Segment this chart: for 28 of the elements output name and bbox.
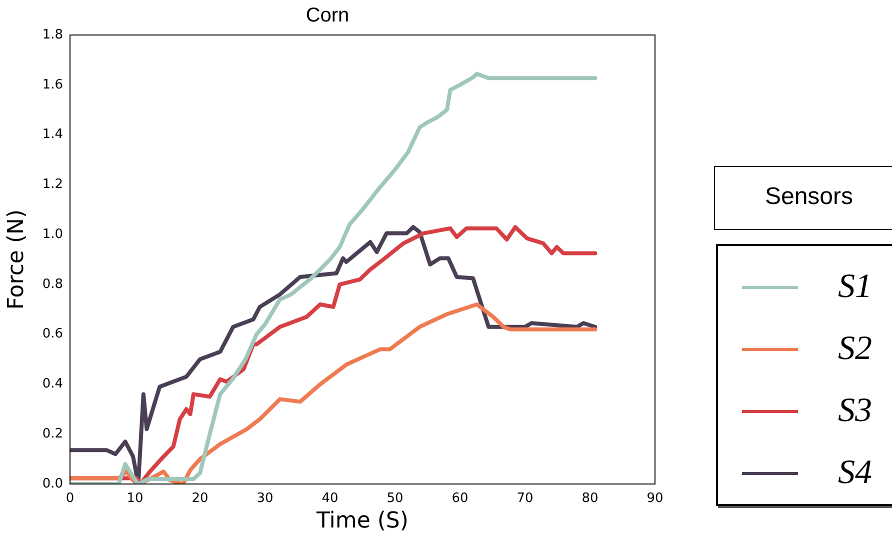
y-tick-label: 0.4: [42, 376, 63, 392]
y-tick-label: 1.2: [42, 177, 63, 192]
x-tick-label: 80: [582, 491, 598, 506]
legend-label: S4: [838, 454, 872, 492]
x-tick-label: 10: [126, 491, 144, 506]
x-tick-label: 70: [516, 491, 534, 506]
y-tick-label: 0.2: [42, 426, 63, 442]
x-tick-label: 60: [452, 491, 468, 506]
x-tick-label: 50: [386, 491, 404, 506]
legend-label: S2: [838, 330, 872, 368]
y-tick-label: 1.8: [42, 27, 63, 42]
y-tick-label: 1.4: [42, 127, 63, 142]
x-tick-label: 40: [322, 491, 338, 506]
chart-title: Corn: [306, 4, 350, 27]
x-axis-title: Time (S): [316, 508, 408, 534]
y-tick-label: 0.0: [42, 476, 63, 492]
legend-title: Sensors: [714, 166, 892, 230]
y-tick-label: 1.0: [42, 226, 63, 242]
legend-label: S3: [838, 392, 872, 430]
y-tick-label: 0.6: [42, 326, 63, 342]
y-tick-label: 0.8: [42, 276, 63, 292]
legend-label: S1: [838, 268, 872, 306]
y-tick-label: 1.6: [42, 77, 63, 92]
x-tick-label: 90: [646, 491, 664, 506]
x-tick-label: 20: [192, 491, 208, 506]
y-axis-title: Force (N): [4, 209, 29, 310]
x-tick-label: 0: [66, 491, 74, 506]
x-tick-label: 30: [256, 491, 274, 506]
